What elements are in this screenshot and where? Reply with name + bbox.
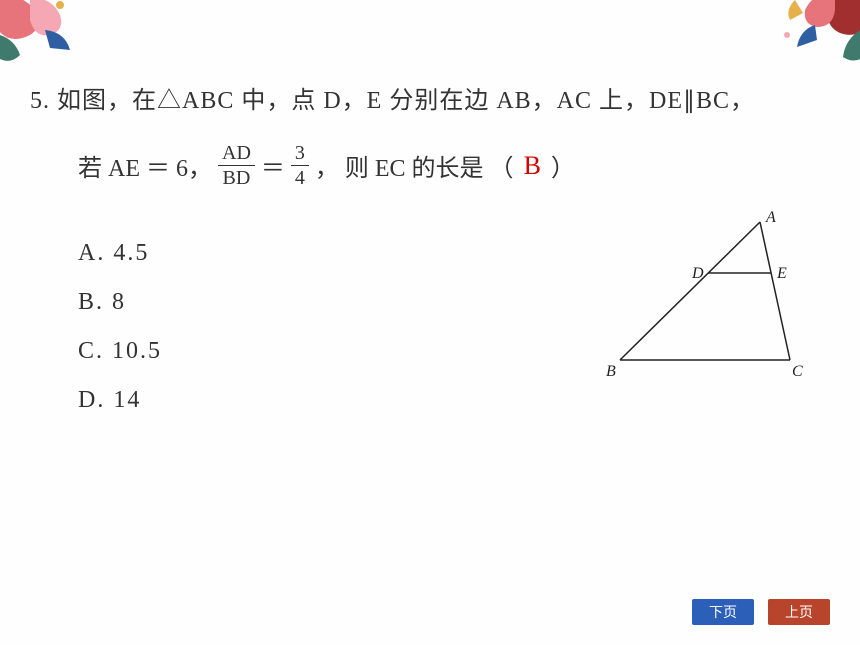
question-line-1: 5. 如图，在△ABC 中，点 D，E 分别在边 AB，AC 上，DE∥BC， (30, 80, 830, 123)
question-number: 5. (30, 88, 50, 114)
navigation-buttons: 下页 上页 (692, 599, 830, 625)
corner-decoration-top-left (0, 0, 120, 70)
svg-text:B: B (606, 363, 616, 380)
equals-sign: ＝ (261, 148, 285, 183)
svg-text:E: E (776, 265, 787, 282)
question-line-2: 若 AE ＝ 6， AD BD ＝ 3 4 ， 则 EC 的长是 （ B ） (78, 141, 830, 190)
fraction-ad-bd: AD BD (218, 141, 255, 190)
svg-text:C: C (792, 363, 803, 380)
question-text-1: 如图，在△ABC 中，点 D，E 分别在边 AB，AC 上，DE∥BC， (57, 88, 755, 114)
line2-close: ） (551, 148, 575, 183)
line2-pre: 若 AE ＝ 6， (78, 148, 212, 183)
option-d: D. 14 (78, 387, 830, 414)
answer-letter: B (524, 151, 541, 181)
corner-decoration-top-right (745, 0, 860, 75)
frac1-den: BD (219, 166, 255, 190)
line2-post: ， 则 EC 的长是 （ (315, 148, 514, 183)
prev-page-button[interactable]: 上页 (768, 599, 830, 625)
frac2-num: 3 (291, 141, 309, 166)
triangle-diagram: A B C D E (600, 210, 820, 390)
svg-text:A: A (765, 210, 776, 226)
svg-text:D: D (691, 265, 704, 282)
frac2-den: 4 (291, 166, 309, 190)
frac1-num: AD (218, 141, 255, 166)
fraction-3-4: 3 4 (291, 141, 309, 190)
next-page-button[interactable]: 下页 (692, 599, 754, 625)
